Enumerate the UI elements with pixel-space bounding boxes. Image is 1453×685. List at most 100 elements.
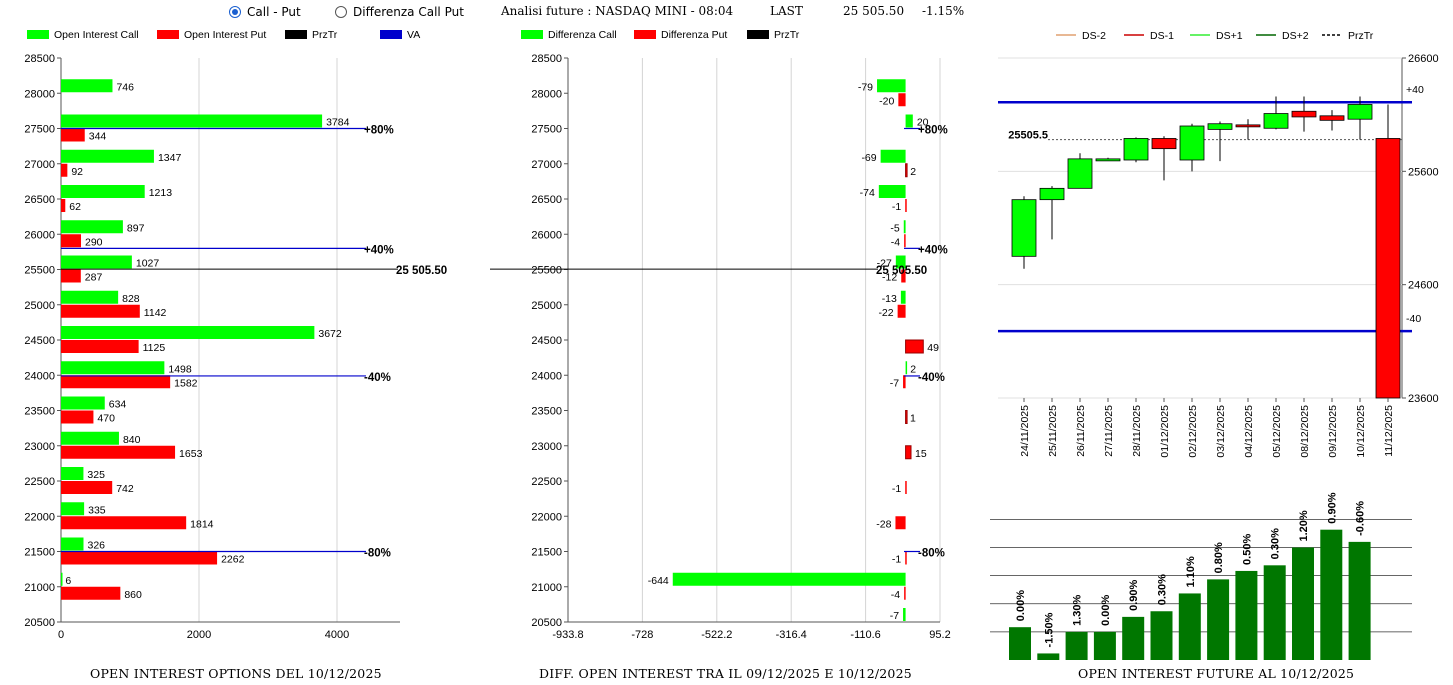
call-bar [61, 149, 154, 163]
bar-value-label: 840 [123, 434, 141, 446]
bar-value-label: -28 [876, 518, 891, 530]
legend-label: VA [407, 29, 420, 41]
radio-indicator[interactable] [229, 6, 241, 18]
x-tick-label: 25/11/2025 [1047, 405, 1059, 457]
bar-value-label: 62 [69, 201, 81, 213]
y-tick-label: 24000 [531, 370, 562, 382]
y-tick-label: 20500 [24, 617, 55, 629]
future-bar [1065, 631, 1088, 660]
x-tick-label: 04/12/2025 [1243, 405, 1255, 458]
y-tick-label: 21500 [531, 547, 562, 559]
legend-label: PrzTr [1348, 30, 1374, 42]
change-percent: -1.15% [922, 4, 965, 18]
level-label: +80% [918, 125, 948, 137]
bar-value-label: 15 [915, 448, 927, 460]
future-bar [1122, 616, 1145, 660]
call-bar [61, 326, 315, 339]
future-bar-label: 0.90% [1128, 579, 1140, 610]
call-bar [877, 79, 906, 93]
put-bar [904, 586, 906, 600]
bar-value-label: 1 [910, 413, 916, 425]
y-tick-label: 27500 [531, 124, 562, 136]
y-tick-label: 23500 [531, 406, 562, 418]
put-bar [903, 375, 906, 389]
future-bar [1150, 611, 1173, 660]
band-label: -40 [1406, 313, 1421, 325]
future-bar-label: 0.30% [1270, 528, 1282, 559]
candle-body [1375, 138, 1401, 399]
oi-options-chart: Open Interest Call Open Interest Put PrzTr… [24, 29, 447, 641]
put-bar [905, 163, 908, 178]
x-tick-label: 28/11/2025 [1131, 405, 1143, 457]
legend-label: DS-1 [1150, 30, 1174, 42]
put-bar [61, 410, 94, 424]
future-bar-label: -0.60% [1355, 501, 1367, 536]
y-tick-label: 25500 [531, 265, 562, 277]
bar-value-label: 1653 [179, 448, 203, 460]
legend-label: PrzTr [312, 29, 338, 41]
level-label: +40% [918, 244, 948, 256]
call-bar [905, 361, 908, 375]
mode-radio-difference[interactable]: Differenza Call Put [335, 5, 464, 19]
call-bar [61, 502, 85, 516]
bar-value-label: 1213 [149, 187, 173, 199]
bar-value-label: -20 [879, 95, 894, 107]
y-tick-label: 26000 [531, 229, 562, 241]
last-value: 25 505.50 [843, 4, 905, 18]
oi-future-caption: OPEN INTEREST FUTURE AL 10/12/2025 [1078, 666, 1355, 681]
y-tick-label: 28000 [24, 88, 55, 100]
legend-label: Open Interest Call [54, 29, 139, 41]
future-bar [1037, 653, 1060, 660]
oi-diff-caption: DIFF. OPEN INTEREST TRA IL 09/12/2025 E … [539, 666, 912, 681]
future-bar [1320, 529, 1343, 660]
legend-label: DS+2 [1282, 30, 1309, 42]
bar-value-label: -1 [892, 483, 901, 495]
y-tick-label: 22000 [531, 511, 562, 523]
bar-value-label: -74 [860, 187, 875, 199]
y-tick-label: 28000 [531, 88, 562, 100]
oi-options-caption: OPEN INTEREST OPTIONS DEL 10/12/2025 [90, 666, 382, 681]
y-tick-label: 25000 [531, 300, 562, 312]
level-label: -80% [918, 548, 945, 560]
candle-body [1039, 187, 1065, 201]
future-bar [1207, 579, 1230, 660]
future-bar [1263, 565, 1286, 660]
y-tick-label: 24000 [24, 370, 55, 382]
call-bar [672, 572, 906, 586]
level-label: -40% [364, 372, 391, 384]
future-bar [1292, 547, 1314, 660]
last-label: LAST [770, 4, 803, 18]
bar-value-label: -5 [890, 222, 899, 234]
bar-value-label: 746 [116, 81, 134, 93]
y-tick-label: 27500 [24, 124, 55, 136]
mode-radio-call-put[interactable]: Call - Put [229, 5, 301, 19]
y-tick-label: 28500 [531, 53, 562, 65]
legend-swatch [157, 30, 179, 39]
bar-value-label: -4 [891, 236, 900, 248]
call-bar [61, 220, 123, 234]
bar-value-label: -7 [890, 610, 899, 622]
bar-value-label: -644 [648, 575, 669, 587]
bar-value-label: -12 [882, 272, 897, 284]
x-tick-label: -933.8 [552, 629, 583, 641]
price-line-label: 25505.5 [1008, 130, 1048, 142]
y-tick-label: 23500 [24, 406, 55, 418]
call-bar [61, 114, 323, 128]
future-bar-label: 1.30% [1072, 594, 1084, 625]
x-tick-label: -110.6 [850, 629, 880, 641]
radio-label: Call - Put [247, 5, 301, 19]
put-bar [905, 410, 908, 424]
future-bar-label: 0.80% [1213, 542, 1225, 573]
put-bar [61, 269, 81, 283]
call-bar [61, 79, 113, 93]
put-bar [61, 340, 139, 353]
y-tick-label: 25600 [1408, 166, 1439, 178]
radio-indicator[interactable] [335, 6, 347, 18]
y-tick-label: 22500 [531, 476, 562, 488]
x-tick-label: 08/12/2025 [1299, 405, 1311, 458]
call-bar [61, 467, 84, 480]
future-bar [1178, 593, 1201, 660]
bar-value-label: 1027 [136, 258, 160, 270]
put-bar [61, 234, 82, 248]
bar-value-label: 828 [122, 293, 140, 305]
